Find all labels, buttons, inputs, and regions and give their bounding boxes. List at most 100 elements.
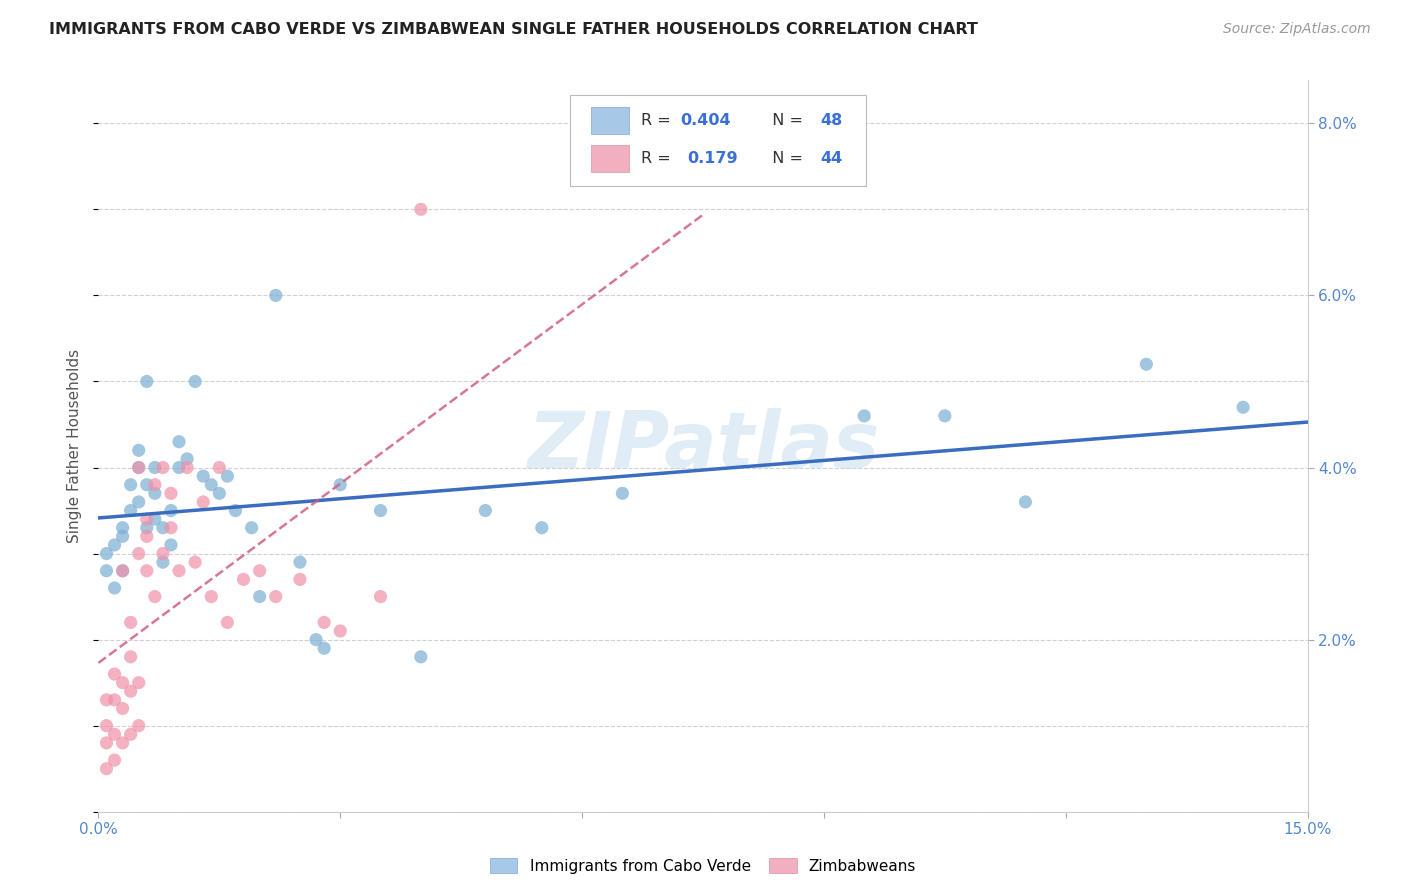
Point — [305, 632, 328, 647]
Point — [1135, 357, 1157, 371]
Point — [160, 486, 183, 500]
Point — [612, 486, 634, 500]
Point — [193, 469, 215, 483]
Point — [409, 649, 432, 664]
Point — [217, 469, 239, 483]
Point — [143, 512, 166, 526]
Point — [143, 486, 166, 500]
Point — [96, 547, 118, 561]
Point — [135, 477, 157, 491]
Text: N =: N = — [762, 151, 808, 166]
Point — [264, 288, 287, 302]
Y-axis label: Single Father Households: Single Father Households — [67, 349, 83, 543]
Point — [249, 590, 271, 604]
Point — [152, 460, 174, 475]
Point — [135, 375, 157, 389]
Point — [249, 564, 271, 578]
Text: IMMIGRANTS FROM CABO VERDE VS ZIMBABWEAN SINGLE FATHER HOUSEHOLDS CORRELATION CH: IMMIGRANTS FROM CABO VERDE VS ZIMBABWEAN… — [49, 22, 979, 37]
Point — [111, 701, 134, 715]
Point — [232, 573, 254, 587]
Point — [176, 460, 198, 475]
Point — [111, 521, 134, 535]
Text: 44: 44 — [820, 151, 842, 166]
Point — [370, 503, 392, 517]
Point — [120, 503, 142, 517]
Point — [208, 460, 231, 475]
Point — [474, 503, 496, 517]
Point — [103, 753, 125, 767]
Legend: Immigrants from Cabo Verde, Zimbabweans: Immigrants from Cabo Verde, Zimbabweans — [484, 852, 922, 880]
Point — [128, 460, 150, 475]
Point — [240, 521, 263, 535]
Point — [128, 675, 150, 690]
Point — [184, 555, 207, 569]
Point — [111, 736, 134, 750]
Point — [208, 486, 231, 500]
Point — [103, 538, 125, 552]
Point — [120, 477, 142, 491]
Point — [135, 521, 157, 535]
Point — [1232, 401, 1254, 415]
Point — [224, 503, 246, 517]
Point — [167, 460, 190, 475]
Point — [167, 434, 190, 449]
Text: 48: 48 — [820, 113, 842, 128]
Point — [128, 719, 150, 733]
Point — [314, 641, 336, 656]
FancyBboxPatch shape — [591, 145, 630, 172]
Text: 0.179: 0.179 — [688, 151, 738, 166]
Point — [160, 538, 183, 552]
Point — [111, 529, 134, 543]
Point — [103, 727, 125, 741]
Point — [96, 762, 118, 776]
Point — [120, 727, 142, 741]
Point — [128, 443, 150, 458]
Point — [128, 547, 150, 561]
Point — [103, 581, 125, 595]
Point — [111, 675, 134, 690]
Point — [152, 555, 174, 569]
Point — [193, 495, 215, 509]
Text: 0.404: 0.404 — [681, 113, 731, 128]
Point — [103, 667, 125, 681]
Point — [120, 615, 142, 630]
Point — [120, 684, 142, 698]
Point — [288, 573, 311, 587]
Point — [314, 615, 336, 630]
Point — [96, 719, 118, 733]
Text: N =: N = — [762, 113, 808, 128]
Point — [409, 202, 432, 217]
Text: ZIPatlas: ZIPatlas — [527, 408, 879, 484]
Point — [143, 477, 166, 491]
Point — [96, 736, 118, 750]
Point — [288, 555, 311, 569]
Point — [1014, 495, 1036, 509]
Point — [135, 529, 157, 543]
Point — [167, 564, 190, 578]
Point — [111, 564, 134, 578]
Text: R =: R = — [641, 151, 676, 166]
Point — [934, 409, 956, 423]
Point — [200, 477, 222, 491]
Point — [128, 495, 150, 509]
Point — [160, 521, 183, 535]
Text: Source: ZipAtlas.com: Source: ZipAtlas.com — [1223, 22, 1371, 37]
Point — [264, 590, 287, 604]
Point — [329, 477, 352, 491]
Point — [143, 590, 166, 604]
Point — [530, 521, 553, 535]
Point — [176, 451, 198, 466]
Point — [184, 375, 207, 389]
Point — [329, 624, 352, 638]
Point — [370, 590, 392, 604]
Point — [135, 512, 157, 526]
FancyBboxPatch shape — [569, 95, 866, 186]
Point — [96, 693, 118, 707]
Point — [200, 590, 222, 604]
Point — [217, 615, 239, 630]
Point — [135, 564, 157, 578]
Point — [152, 547, 174, 561]
Point — [143, 460, 166, 475]
Text: R =: R = — [641, 113, 676, 128]
Point — [96, 564, 118, 578]
